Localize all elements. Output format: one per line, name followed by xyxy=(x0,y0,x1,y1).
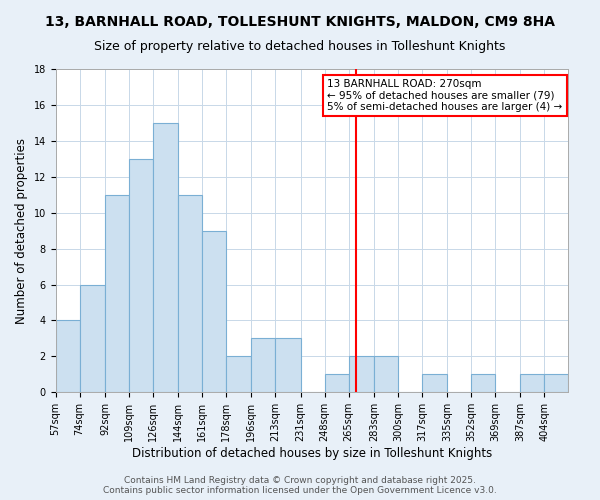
Bar xyxy=(129,159,153,392)
Bar xyxy=(520,374,544,392)
Bar xyxy=(202,230,226,392)
Bar xyxy=(251,338,275,392)
Bar xyxy=(105,194,129,392)
Text: 13, BARNHALL ROAD, TOLLESHUNT KNIGHTS, MALDON, CM9 8HA: 13, BARNHALL ROAD, TOLLESHUNT KNIGHTS, M… xyxy=(45,15,555,29)
Y-axis label: Number of detached properties: Number of detached properties xyxy=(15,138,28,324)
Bar xyxy=(325,374,349,392)
Bar xyxy=(544,374,568,392)
Bar xyxy=(56,320,80,392)
Bar xyxy=(471,374,495,392)
Bar xyxy=(275,338,301,392)
Bar xyxy=(226,356,251,392)
Bar xyxy=(80,284,105,393)
Bar xyxy=(349,356,374,392)
X-axis label: Distribution of detached houses by size in Tolleshunt Knights: Distribution of detached houses by size … xyxy=(132,447,492,460)
Bar xyxy=(178,194,202,392)
Bar xyxy=(422,374,447,392)
Text: Contains HM Land Registry data © Crown copyright and database right 2025.
Contai: Contains HM Land Registry data © Crown c… xyxy=(103,476,497,495)
Text: 13 BARNHALL ROAD: 270sqm
← 95% of detached houses are smaller (79)
5% of semi-de: 13 BARNHALL ROAD: 270sqm ← 95% of detach… xyxy=(328,78,563,112)
Bar xyxy=(374,356,398,392)
Text: Size of property relative to detached houses in Tolleshunt Knights: Size of property relative to detached ho… xyxy=(94,40,506,53)
Bar xyxy=(153,123,178,392)
